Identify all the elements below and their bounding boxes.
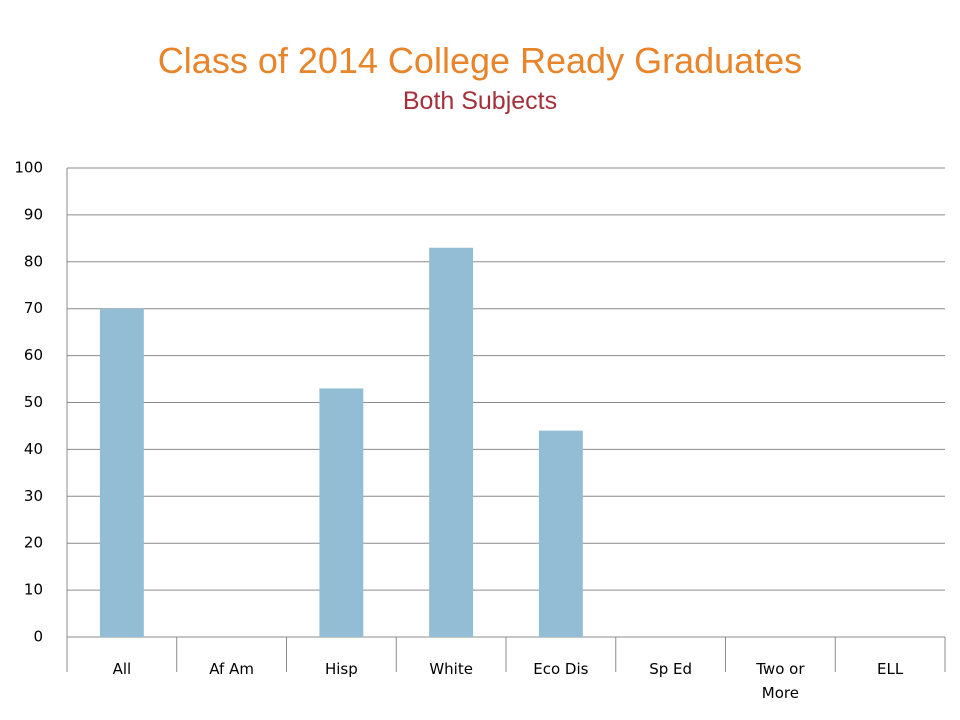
- y-tick-label: 100: [14, 159, 43, 177]
- bar: [538, 430, 583, 637]
- y-tick-label: 30: [24, 487, 43, 505]
- y-tick-label: 90: [24, 205, 43, 223]
- y-tick-label: 70: [24, 299, 43, 317]
- x-tick-label: ELL: [877, 660, 904, 678]
- x-tick-label: Two or More: [756, 660, 805, 702]
- x-tick-label: Hisp: [324, 660, 358, 678]
- y-tick-label: 50: [24, 393, 43, 411]
- y-tick-label: 10: [24, 581, 43, 599]
- bar: [99, 308, 144, 637]
- y-tick-label: 0: [33, 628, 43, 646]
- y-tick-label: 60: [24, 346, 43, 364]
- chart-subtitle: Both Subjects: [402, 87, 558, 115]
- y-tick-label: 40: [24, 440, 43, 458]
- x-tick-label: Af Am: [209, 660, 254, 678]
- y-tick-label: 20: [24, 534, 43, 552]
- x-tick-label: White: [429, 660, 473, 678]
- x-tick-label: All: [112, 660, 132, 678]
- y-tick-label: 80: [24, 252, 43, 270]
- chart-title: Class of 2014 College Ready Graduates: [157, 40, 803, 81]
- x-tick-label: Eco Dis: [533, 660, 589, 678]
- x-tick-label: Sp Ed: [649, 660, 693, 678]
- bar: [429, 247, 474, 638]
- bar: [319, 388, 364, 637]
